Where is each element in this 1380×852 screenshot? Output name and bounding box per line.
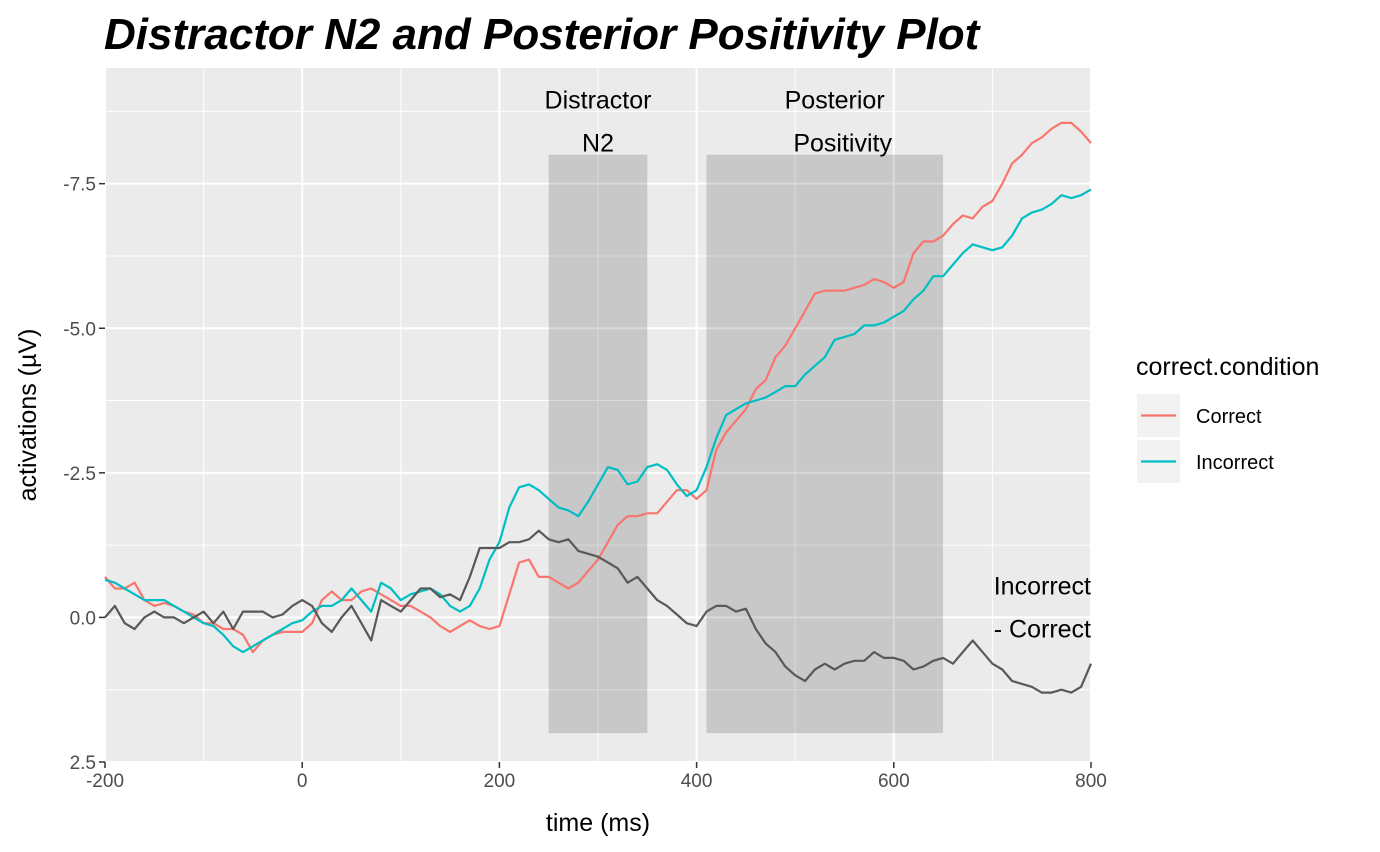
series-line-incorrect [104, 188, 1092, 654]
shaded-window-1 [548, 154, 648, 734]
annotation-2: Posterior Positivity [785, 86, 893, 157]
x-tick-label: 800 [1075, 771, 1107, 792]
annotation-line: N2 [582, 129, 614, 157]
legend-items: Correct Incorrect [1137, 394, 1274, 483]
axes: -200 0 200 400 600 800 2.5 0.0 -2.5 -5.0 -7.5 [63, 175, 1107, 792]
annotation-line: Incorrect [994, 572, 1091, 600]
x-axis-title: time (ms) [546, 809, 650, 837]
x-tick-label: 400 [681, 771, 713, 792]
y-tick-label: -7.5 [63, 175, 96, 196]
y-tick-label: -2.5 [63, 464, 96, 485]
legend-label: Incorrect [1196, 452, 1274, 474]
annotation-line: Distractor [545, 86, 652, 114]
y-tick-label: 0.0 [70, 608, 96, 629]
legend-title: correct.condition [1136, 353, 1319, 381]
annotation-1: Distractor N2 [545, 86, 652, 157]
x-tick-label: 600 [878, 771, 910, 792]
annotation-line: - Correct [994, 615, 1091, 643]
annotation-3: Incorrect - Correct [994, 572, 1091, 643]
legend-label: Correct [1196, 406, 1262, 428]
x-tick-label: -200 [86, 771, 124, 792]
annotation-line: Posterior [785, 86, 885, 114]
y-tick-label: -5.0 [63, 319, 96, 340]
chart-title: Distractor N2 and Posterior Positivity P… [104, 10, 982, 59]
x-tick-label: 200 [484, 771, 516, 792]
x-tick-label: 0 [297, 771, 308, 792]
y-tick-label: 2.5 [70, 753, 96, 774]
plot-area: Distractor N2 Posterior Positivity Incorrect… [104, 68, 1093, 763]
annotation-line: Positivity [793, 129, 892, 157]
legend: correct.condition Correct Incorrect [1136, 353, 1319, 483]
y-axis-title: activations (µV) [14, 329, 42, 502]
series-line-incorrect-correct [104, 529, 1093, 694]
shaded-window-2 [706, 154, 944, 734]
